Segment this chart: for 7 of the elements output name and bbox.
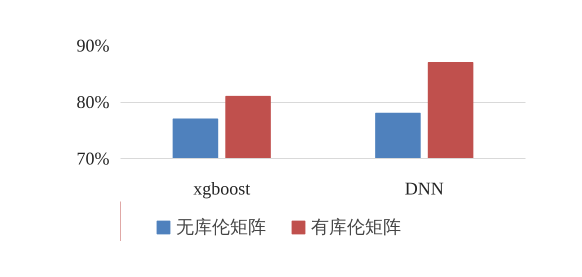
x-tick-label: xgboost (193, 178, 250, 198)
y-tick-label: 80% (76, 92, 110, 112)
y-tick-label: 70% (76, 148, 110, 168)
x-tick-label: DNN (404, 178, 444, 198)
legend-label: 有库伦矩阵 (311, 216, 401, 239)
legend-label: 无库伦矩阵 (176, 216, 266, 239)
y-tick-label: 90% (76, 36, 110, 56)
